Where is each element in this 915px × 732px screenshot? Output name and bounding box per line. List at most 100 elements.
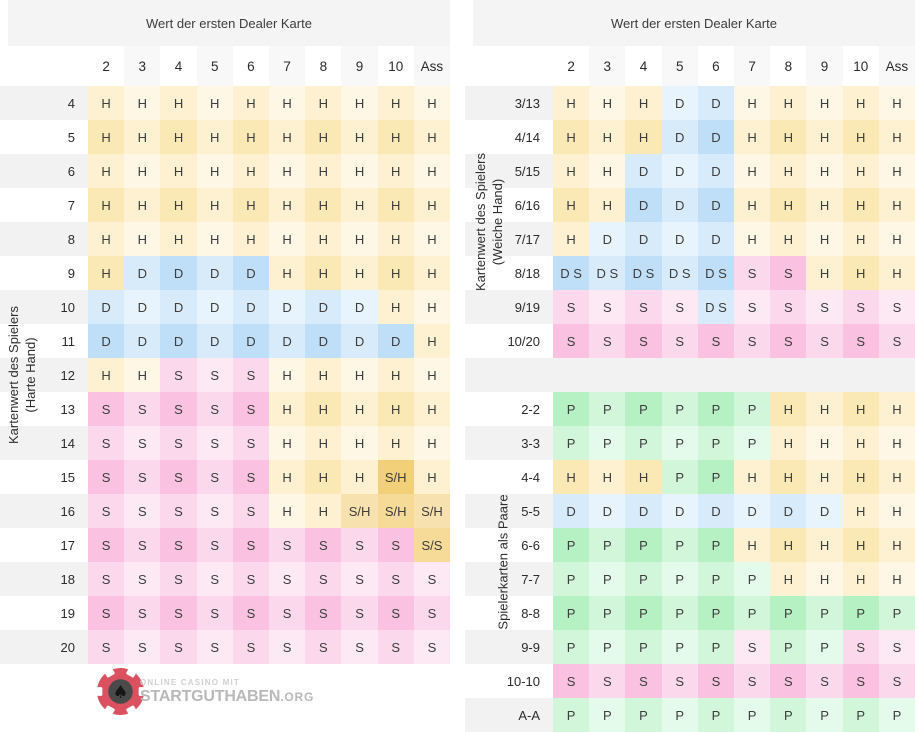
strategy-cell: H	[770, 460, 807, 494]
strategy-cell: P	[625, 392, 662, 426]
strategy-cell: P	[553, 392, 590, 426]
strategy-cell: H	[269, 426, 306, 460]
strategy-cell: H	[878, 426, 915, 460]
table-row: 12 H H S S S H H H H H	[0, 358, 451, 392]
strategy-cell: S	[878, 630, 915, 664]
table-row: 13 S S S S S H H H H H	[0, 392, 451, 426]
strategy-cell: H	[124, 222, 161, 256]
row-label: 9-9	[465, 630, 553, 664]
strategy-cell: H	[878, 562, 915, 596]
strategy-cell: S	[88, 460, 125, 494]
strategy-cell: S	[160, 528, 197, 562]
strategy-cell: S	[88, 392, 125, 426]
strategy-cell: H	[305, 222, 342, 256]
table-row: 15 S S S S S H H H S/H H	[0, 460, 451, 494]
table-row: 10/20 S S S S S S S S S S	[465, 324, 915, 358]
strategy-cell: P	[806, 596, 843, 630]
strategy-cell: H	[553, 460, 590, 494]
strategy-cell: P	[842, 596, 879, 630]
strategy-cell: D	[697, 494, 735, 528]
strategy-cell: H	[269, 494, 306, 528]
strategy-cell: P	[553, 528, 590, 562]
strategy-cell: H	[196, 222, 233, 256]
row-label: 2-2	[465, 392, 553, 426]
strategy-cell: S	[806, 664, 843, 698]
strategy-cell: H	[160, 120, 197, 154]
strategy-cell: H	[553, 154, 590, 188]
strategy-cell: S	[553, 664, 590, 698]
strategy-cell: P	[697, 698, 735, 732]
column-header: 2	[567, 58, 575, 74]
strategy-cell: H	[305, 358, 342, 392]
row-label: 7	[0, 188, 88, 222]
strategy-cell: S	[232, 426, 270, 460]
strategy-cell: H	[341, 358, 378, 392]
strategy-cell: H	[770, 120, 807, 154]
strategy-cell: P	[589, 528, 626, 562]
column-header: 9	[341, 46, 378, 86]
table-row: 6/16 H H D D D H H H H H	[465, 188, 915, 222]
row-label: 11	[0, 324, 88, 358]
strategy-cell: S	[770, 290, 807, 324]
strategy-cell: D S	[625, 256, 662, 290]
strategy-cell: S	[341, 528, 378, 562]
strategy-cell: S	[878, 290, 915, 324]
strategy-cell: P	[589, 596, 626, 630]
strategy-cell: D	[697, 154, 735, 188]
strategy-cell: S	[806, 324, 843, 358]
strategy-cell: P	[878, 698, 915, 732]
strategy-cell: S	[305, 596, 342, 630]
startguthaben-logo: ♠ ONLINE CASINO MIT STARTGUTHABEN .ORG	[96, 667, 314, 716]
strategy-cell: H	[377, 120, 414, 154]
strategy-cell: S	[160, 494, 197, 528]
strategy-cell: S	[878, 664, 915, 698]
strategy-cell: H	[413, 324, 451, 358]
strategy-cell: S	[734, 256, 771, 290]
strategy-cell: D	[160, 324, 197, 358]
strategy-cell: D S	[697, 256, 735, 290]
strategy-cell: H	[196, 154, 233, 188]
strategy-cell: H	[196, 120, 233, 154]
strategy-cell: P	[661, 562, 698, 596]
strategy-cell: H	[413, 290, 451, 324]
strategy-cell: H	[734, 154, 771, 188]
strategy-cell: P	[589, 630, 626, 664]
strategy-cell: H	[377, 426, 414, 460]
strategy-cell: D	[232, 324, 270, 358]
strategy-cell: S	[341, 562, 378, 596]
row-label: 16	[0, 494, 88, 528]
strategy-cell: H	[88, 120, 125, 154]
strategy-cell: S	[88, 426, 125, 460]
column-header-row: 2 3 4 5 6 7 8 9 10 Ass	[465, 46, 915, 86]
strategy-cell: S	[770, 664, 807, 698]
strategy-cell: D	[625, 222, 662, 256]
strategy-cell: H	[232, 154, 270, 188]
strategy-cell: H	[413, 426, 451, 460]
strategy-cell: H	[878, 256, 915, 290]
strategy-cell: H	[878, 528, 915, 562]
strategy-cell: P	[734, 596, 771, 630]
strategy-cell: H	[878, 494, 915, 528]
strategy-cell: H	[124, 154, 161, 188]
row-label: 5/15	[465, 154, 553, 188]
table-row: A-A P P P P P P P P P P	[465, 698, 915, 732]
strategy-cell: H	[269, 188, 306, 222]
strategy-cell: S	[377, 562, 414, 596]
strategy-cell: H	[88, 358, 125, 392]
strategy-cell: H	[734, 460, 771, 494]
strategy-cell: H	[734, 86, 771, 120]
strategy-cell: S	[589, 324, 626, 358]
dealer-card-header-left: Wert der ersten Dealer Karte	[8, 0, 450, 46]
strategy-cell: P	[553, 596, 590, 630]
strategy-cell: S	[124, 562, 161, 596]
strategy-cell: H	[341, 460, 378, 494]
strategy-cell: P	[770, 630, 807, 664]
strategy-cell: H	[341, 222, 378, 256]
strategy-cell: H	[413, 392, 451, 426]
strategy-cell: S	[160, 562, 197, 596]
column-header: Ass	[413, 46, 451, 86]
row-label: 14	[0, 426, 88, 460]
strategy-cell: H	[842, 256, 879, 290]
strategy-cell: S	[160, 392, 197, 426]
row-label: A-A	[465, 698, 553, 732]
